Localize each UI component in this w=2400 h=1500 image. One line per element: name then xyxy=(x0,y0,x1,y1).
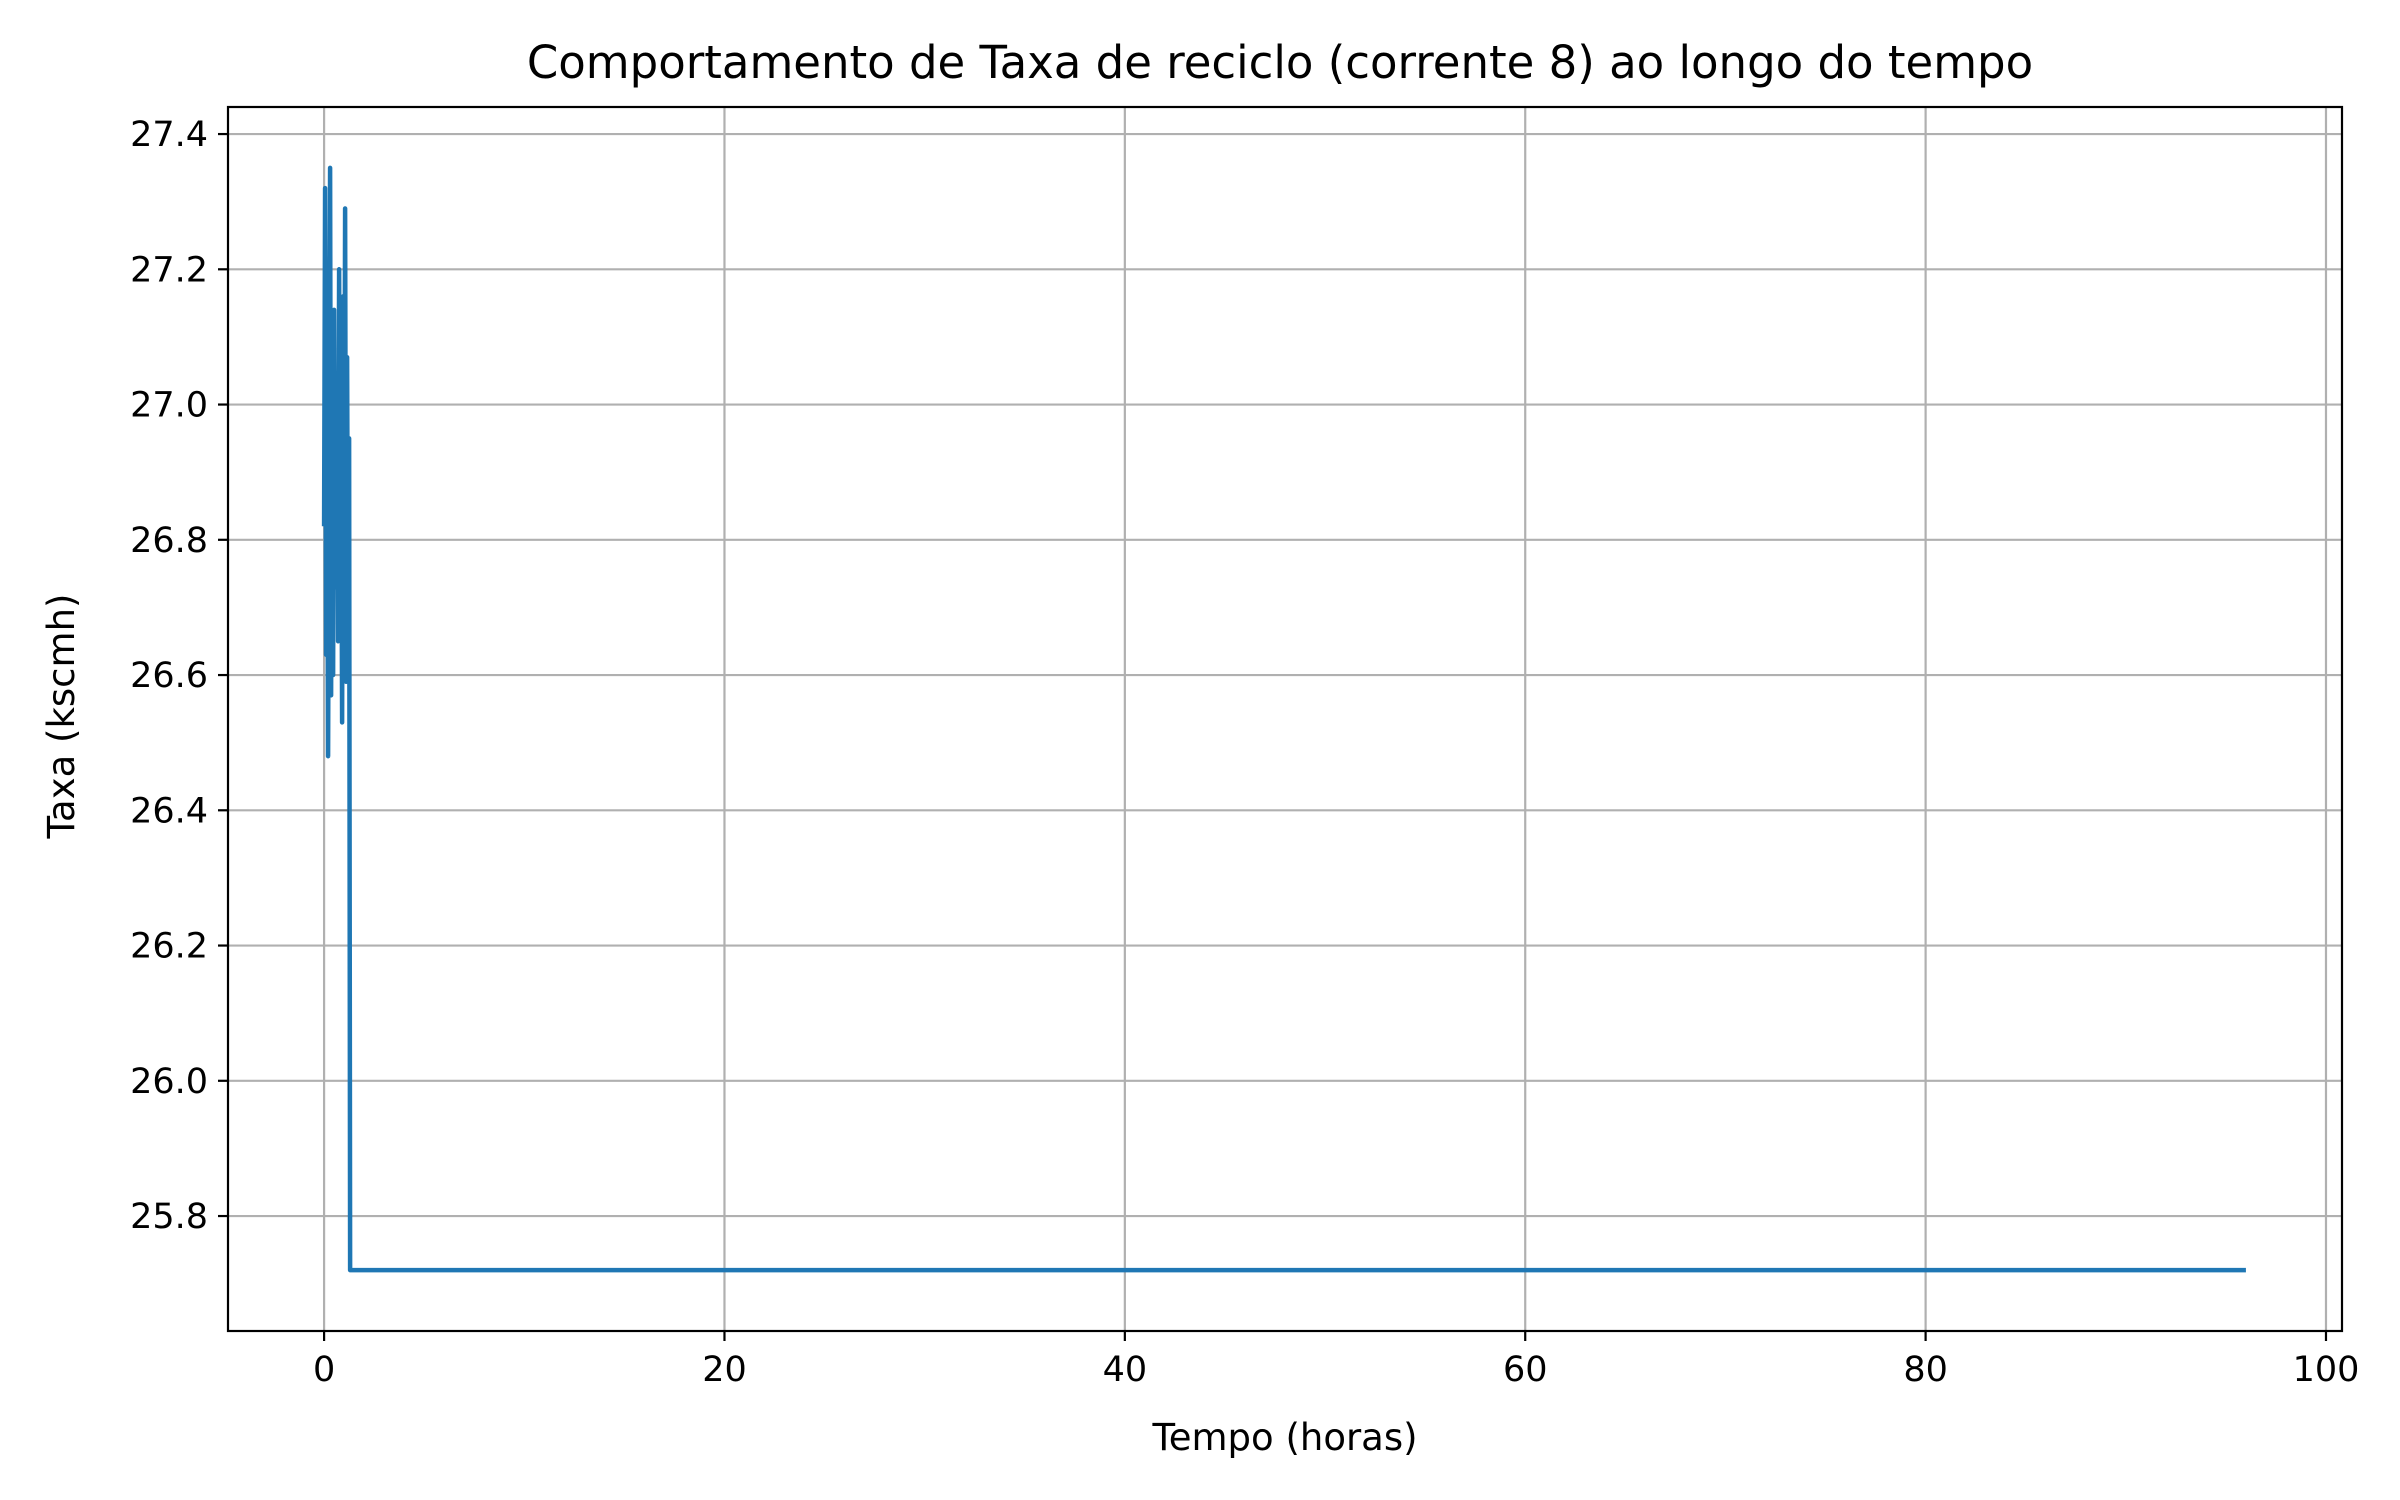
y-tick-label: 27.2 xyxy=(130,250,208,290)
y-tick-label: 27.0 xyxy=(130,386,208,426)
series-line xyxy=(321,165,2246,1273)
plot-frame xyxy=(226,105,2344,1333)
grid-lines xyxy=(228,107,2342,1331)
y-tick-label: 26.6 xyxy=(130,656,208,696)
y-tick-label: 27.4 xyxy=(130,115,208,155)
chart-title: Comportamento de Taxa de reciclo (corren… xyxy=(527,36,2033,89)
y-tick-label: 25.8 xyxy=(130,1197,208,1237)
x-axis-label: Tempo (horas) xyxy=(1151,1416,1417,1459)
series-layer xyxy=(321,165,2246,1273)
x-tick-label: 20 xyxy=(702,1350,747,1390)
y-tick-label: 26.2 xyxy=(130,927,208,967)
x-tick-label: 60 xyxy=(1503,1350,1548,1390)
y-axis-label: Taxa (kscmh) xyxy=(40,594,83,840)
tick-marks xyxy=(218,132,2328,1341)
y-tick-label: 26.8 xyxy=(130,521,208,561)
x-tick-label: 80 xyxy=(1903,1350,1948,1390)
x-tick-label: 40 xyxy=(1103,1350,1148,1390)
x-tick-label: 0 xyxy=(313,1350,335,1390)
y-tick-label: 26.4 xyxy=(130,791,208,831)
y-tick-label: 26.0 xyxy=(130,1062,208,1102)
x-tick-label: 100 xyxy=(2293,1350,2360,1390)
